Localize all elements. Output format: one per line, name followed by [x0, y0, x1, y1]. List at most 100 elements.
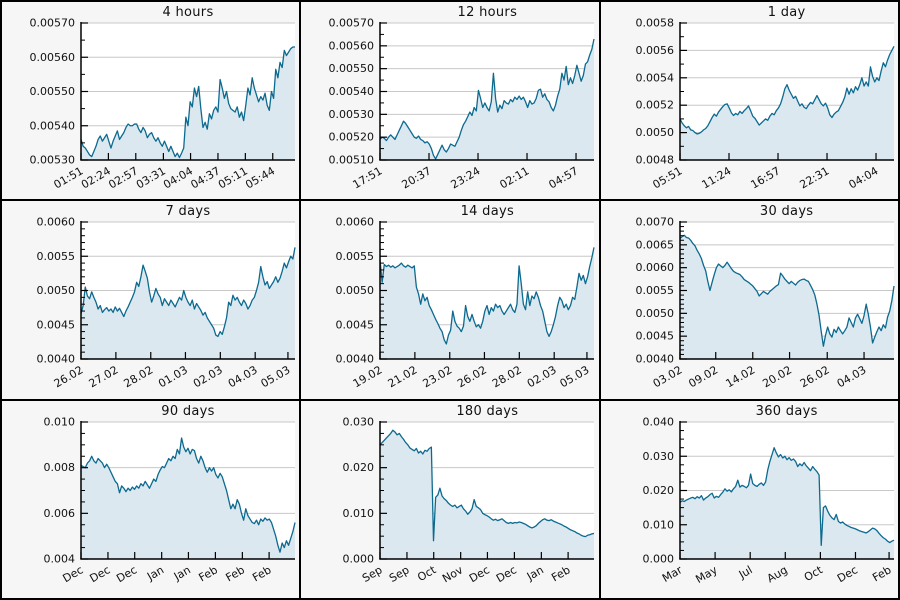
price-line — [679, 45, 895, 135]
x-tick-label: Feb — [550, 563, 573, 584]
x-tick-label: 05:44 — [243, 164, 277, 191]
chart-plot-4-hours: 0.00530 0.00540 0.00550 0.00560 0.00570 01:51… — [30, 17, 295, 191]
x-tick-label: Dec — [114, 563, 139, 585]
y-tick-label: 0.0055 — [635, 284, 674, 297]
price-line — [80, 436, 296, 553]
price-area-fill — [380, 38, 595, 161]
x-tick-label: Feb — [224, 563, 247, 584]
y-tick-label: 0.00540 — [329, 85, 375, 98]
y-tick-label: 0.0058 — [635, 17, 674, 30]
chart-plot-7-days: 0.0040 0.0045 0.0050 0.0055 0.0060 26.02 27.02… — [37, 216, 296, 391]
x-tick-label: Oct — [802, 563, 826, 584]
y-tick-label: 0.00550 — [329, 62, 375, 75]
chart-panel-360-days: 0.000 0.010 0.020 0.030 0.040 Mar May Jul Aug Oct… — [600, 400, 898, 598]
x-tick-label: 16:57 — [748, 164, 782, 191]
y-tick-label: 0.0055 — [336, 250, 375, 263]
x-tick-label: 14.02 — [723, 364, 757, 391]
x-tick-label: Jan — [144, 563, 166, 583]
x-tick-label: 04:04 — [161, 164, 195, 191]
x-tick-label: Jan — [171, 563, 193, 583]
chart-panel-180-days: 0.000 0.010 0.020 0.030 Sep Sep Oct Nov Dec Dec Ja… — [301, 400, 599, 598]
chart-title: 7 days — [165, 204, 211, 220]
chart-panel-90-days: 0.004 0.006 0.008 0.010 Dec Dec Dec Jan Jan Feb Fe… — [2, 400, 300, 598]
y-tick-label: 0.010 — [44, 415, 76, 428]
y-tick-label: 0.020 — [642, 484, 674, 497]
y-tick-label: 0.030 — [642, 449, 674, 462]
y-tick-label: 0.0065 — [635, 239, 674, 252]
x-tick-label: 17:51 — [351, 164, 385, 191]
x-tick-label: 04:37 — [189, 164, 223, 191]
x-tick-label: 04:04 — [846, 164, 880, 191]
y-tick-label: 0.010 — [343, 506, 375, 519]
x-tick-label: 01.03 — [156, 364, 190, 391]
price-area-fill — [679, 235, 894, 360]
x-tick-label: 26.02 — [52, 364, 86, 391]
chart-title: 90 days — [161, 403, 215, 419]
x-tick-label: Dec — [467, 563, 492, 585]
x-tick-label: 05.03 — [558, 364, 592, 391]
price-line — [379, 429, 595, 542]
x-tick-label: May — [693, 563, 720, 586]
y-tick-label: 0.0060 — [635, 261, 674, 274]
x-tick-label: 20:37 — [400, 164, 434, 191]
y-tick-label: 0.0050 — [635, 126, 674, 139]
x-tick-label: 26.02 — [455, 364, 489, 391]
chart-title: 360 days — [755, 403, 818, 419]
x-tick-label: Feb — [870, 563, 893, 584]
y-tick-label: 0.010 — [642, 518, 674, 531]
x-tick-label: Dec — [61, 563, 86, 585]
x-tick-label: 03.02 — [650, 364, 684, 391]
y-tick-label: 0.0040 — [37, 353, 76, 366]
y-tick-label: 0.0050 — [635, 307, 674, 320]
chart-panel-1-day: 0.0048 0.0050 0.0052 0.0054 0.0056 0.0058 05:5… — [600, 2, 898, 200]
y-tick-label: 0.000 — [642, 552, 674, 565]
x-tick-label: 02:11 — [498, 164, 532, 191]
y-tick-label: 0.020 — [343, 461, 375, 474]
x-tick-label: 26.02 — [798, 364, 832, 391]
x-tick-label: 05:51 — [650, 164, 684, 191]
x-tick-label: Feb — [250, 563, 273, 584]
x-tick-label: 04.03 — [834, 364, 868, 391]
y-tick-label: 0.00570 — [30, 17, 76, 30]
y-tick-label: 0.0070 — [635, 216, 674, 229]
x-tick-label: 21.02 — [386, 364, 420, 391]
x-tick-label: Sep — [387, 563, 411, 585]
y-tick-label: 0.0054 — [635, 71, 674, 84]
x-tick-label: 05:11 — [216, 164, 250, 191]
y-tick-label: 0.0056 — [635, 44, 674, 57]
price-line — [80, 46, 295, 159]
y-tick-label: 0.0050 — [336, 284, 375, 297]
x-tick-label: 04:57 — [547, 164, 581, 191]
x-tick-label: 23:24 — [449, 164, 483, 191]
y-tick-label: 0.00560 — [329, 39, 375, 52]
price-line — [80, 247, 296, 338]
x-tick-label: Sep — [360, 563, 384, 585]
x-tick-label: 02.03 — [191, 364, 225, 391]
y-tick-label: 0.030 — [343, 415, 375, 428]
chart-plot-1-day: 0.0048 0.0050 0.0052 0.0054 0.0056 0.0058 05:5… — [635, 17, 895, 191]
y-tick-label: 0.006 — [44, 506, 76, 519]
y-tick-label: 0.0048 — [635, 154, 674, 167]
x-tick-label: Jan — [524, 563, 546, 583]
chart-panel-7-days: 0.0040 0.0045 0.0050 0.0055 0.0060 26.02 27.02… — [2, 201, 300, 399]
y-tick-label: 0.00550 — [30, 85, 76, 98]
x-tick-label: 28.02 — [490, 364, 524, 391]
price-line — [379, 247, 595, 345]
y-tick-label: 0.0040 — [336, 353, 375, 366]
chart-title: 1 day — [767, 5, 806, 20]
x-tick-label: 02:24 — [79, 164, 113, 191]
y-tick-label: 0.0052 — [635, 99, 674, 112]
y-tick-label: 0.00530 — [329, 108, 375, 121]
y-tick-label: 0.00510 — [329, 154, 375, 167]
y-tick-label: 0.0050 — [37, 284, 76, 297]
chart-title: 30 days — [759, 204, 814, 220]
chart-plot-12-hours: 0.00510 0.00520 0.00530 0.00540 0.00550 0.005… — [329, 17, 595, 191]
x-tick-label: Mar — [660, 563, 685, 585]
y-tick-label: 0.00570 — [329, 17, 375, 30]
chart-plot-14-days: 0.0040 0.0045 0.0050 0.0055 0.0060 19.02 21.02… — [336, 216, 595, 391]
y-tick-label: 0.040 — [642, 415, 674, 428]
y-tick-label: 0.000 — [343, 552, 375, 565]
